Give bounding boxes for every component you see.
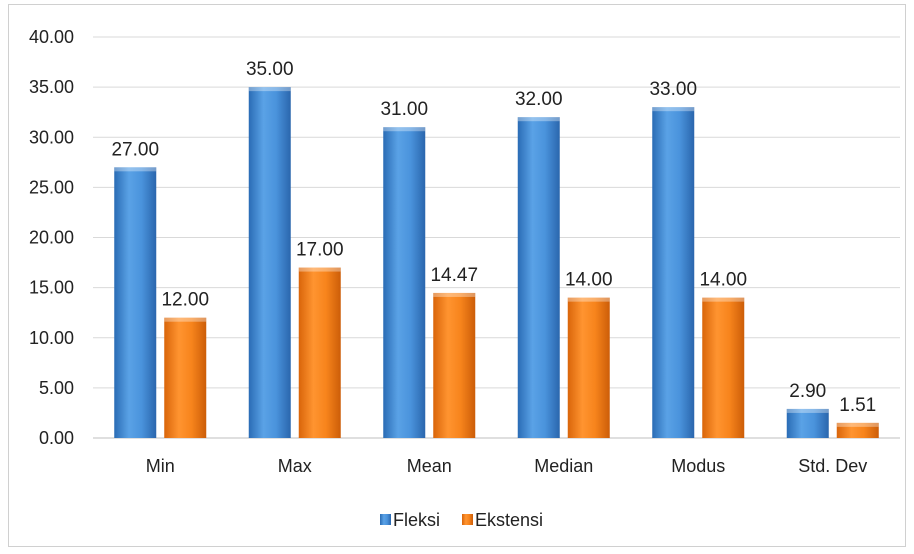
y-tick-label: 0.00 (39, 428, 74, 448)
x-tick-label: Std. Dev (798, 456, 867, 476)
bar-ekstensi-median (567, 297, 610, 438)
chart-area (8, 4, 906, 547)
data-label: 14.47 (430, 265, 478, 286)
bar-top-highlight (517, 117, 560, 122)
y-axis-tick-labels: 0.00 5.00 10.00 15.00 20.00 25.00 30.00 35.00 40… (29, 27, 74, 448)
legend-swatch-fleksi (380, 514, 391, 525)
x-tick-label: Modus (671, 456, 725, 476)
bar-fleksi-max (248, 87, 291, 438)
bar-top-highlight (836, 422, 879, 427)
legend-label-fleksi: Fleksi (393, 510, 440, 530)
data-label: 33.00 (649, 79, 697, 100)
bar-fleksi-mean (383, 127, 426, 438)
bar-top-highlight (433, 292, 476, 297)
bar-top-highlight (567, 297, 610, 302)
y-tick-label: 25.00 (29, 177, 74, 197)
data-labels: 27.00 12.00 35.00 17.00 31.00 14.47 32.00 14.00… (111, 59, 876, 416)
bar-ekstensi-max (298, 267, 341, 438)
legend-swatch-ekstensi (462, 514, 473, 525)
bar-top-highlight (248, 87, 291, 92)
y-tick-label: 35.00 (29, 77, 74, 97)
bar-top-highlight (702, 297, 745, 302)
bar-fleksi-median (517, 117, 560, 438)
x-axis-tick-labels: Min Max Mean Median Modus Std. Dev (146, 456, 868, 476)
bar-ekstensi-modus (702, 297, 745, 438)
bar-top-highlight (383, 127, 426, 132)
data-label: 12.00 (161, 290, 209, 311)
bar-ekstensi-mean (433, 292, 476, 438)
bar-fleksi-std-dev (786, 408, 829, 438)
bar-ekstensi-std-dev (836, 422, 879, 438)
bar-top-highlight (652, 107, 695, 112)
x-tick-label: Max (278, 456, 312, 476)
y-tick-label: 20.00 (29, 228, 74, 248)
bar-fleksi-modus (652, 107, 695, 439)
bar-fleksi-min (114, 167, 157, 438)
x-tick-label: Min (146, 456, 175, 476)
bar-ekstensi-min (164, 317, 207, 438)
data-label: 14.00 (565, 270, 613, 291)
y-tick-label: 40.00 (29, 27, 74, 47)
data-label: 35.00 (246, 59, 294, 80)
y-tick-label: 15.00 (29, 278, 74, 298)
data-label: 1.51 (839, 395, 876, 416)
data-label: 14.00 (699, 270, 747, 291)
data-label: 27.00 (111, 139, 159, 160)
y-tick-label: 10.00 (29, 328, 74, 348)
data-label: 31.00 (380, 99, 428, 120)
legend: Fleksi Ekstensi (380, 510, 543, 530)
bars (114, 87, 879, 439)
x-tick-label: Mean (407, 456, 452, 476)
bar-top-highlight (298, 267, 341, 272)
legend-label-ekstensi: Ekstensi (475, 510, 543, 530)
y-tick-label: 5.00 (39, 378, 74, 398)
y-tick-label: 30.00 (29, 127, 74, 147)
bar-top-highlight (114, 167, 157, 172)
x-tick-label: Median (534, 456, 593, 476)
data-label: 17.00 (296, 240, 344, 261)
data-label: 32.00 (515, 89, 563, 110)
bar-top-highlight (786, 408, 829, 413)
bar-top-highlight (164, 317, 207, 322)
gridlines (93, 36, 900, 439)
data-label: 2.90 (789, 381, 826, 402)
